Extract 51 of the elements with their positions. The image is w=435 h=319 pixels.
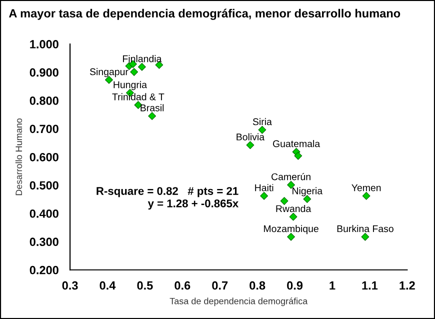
y-tick-label: 0.800	[30, 96, 58, 105]
point	[130, 68, 138, 76]
point	[280, 197, 288, 205]
point	[148, 112, 156, 120]
annotation: Trinidad & T	[112, 93, 164, 100]
y-tick-label: 0.400	[30, 209, 58, 218]
x-tick-label: 1.1	[362, 281, 378, 290]
annotation: Mozambique	[264, 225, 318, 234]
point	[361, 232, 370, 241]
annotation: Rwanda	[276, 204, 312, 212]
x-tick-label: 1	[330, 281, 336, 290]
point	[246, 141, 254, 150]
annotation: Yemen	[352, 184, 381, 192]
annotation: Hungria	[114, 81, 147, 90]
x-tick-label: 0.9	[287, 281, 303, 290]
y-tick-label: 0.900	[30, 68, 58, 77]
point	[362, 192, 370, 200]
annotation: Finlandia	[123, 55, 162, 62]
y-tick-label: 0.200	[30, 266, 58, 274]
y-tick-label: 0.500	[30, 181, 58, 190]
y-tick-label: 0.300	[30, 238, 58, 246]
point	[289, 212, 298, 221]
x-tick-label: 0.7	[212, 281, 228, 290]
y-axis-title: Desarrollo Humano	[15, 118, 22, 196]
point	[138, 62, 146, 71]
annotation: Brasil	[140, 104, 164, 112]
y-tick-label: 0.700	[30, 124, 58, 134]
annotation: Haiti	[255, 184, 274, 192]
annotation: Guatemala	[272, 140, 320, 148]
annotation: Burkina Faso	[337, 225, 394, 232]
annotation: y = 1.28 + -0.865x	[148, 199, 239, 210]
annotation: Siria	[252, 118, 272, 126]
point	[294, 152, 302, 160]
x-axis-title: Tasa de dependencia demográfica	[170, 298, 308, 306]
point	[287, 180, 295, 189]
x-tick-label: 1.2	[400, 281, 415, 290]
x-tick-label: 0.8	[250, 281, 266, 290]
point	[260, 192, 268, 200]
annotation: R-square = 0.82 # pts = 21	[96, 187, 238, 198]
point	[258, 126, 266, 134]
x-tick-label: 0.6	[174, 281, 190, 290]
annotation: Bolivia	[236, 133, 265, 140]
annotation: Camerún	[272, 172, 310, 180]
x-tick-label: 0.5	[137, 281, 153, 290]
annotation: Singapur	[90, 68, 128, 78]
y-tick-label: 1.000	[30, 40, 58, 48]
annotation: Nigeria	[292, 187, 323, 196]
y-tick-label: 0.600	[30, 152, 58, 162]
x-tick-label: 0.3	[62, 281, 78, 290]
x-tick-label: 0.4	[100, 281, 116, 290]
chart-title: A mayor tasa de dependencia demográfica, menor desarrollo humano	[8, 8, 400, 20]
